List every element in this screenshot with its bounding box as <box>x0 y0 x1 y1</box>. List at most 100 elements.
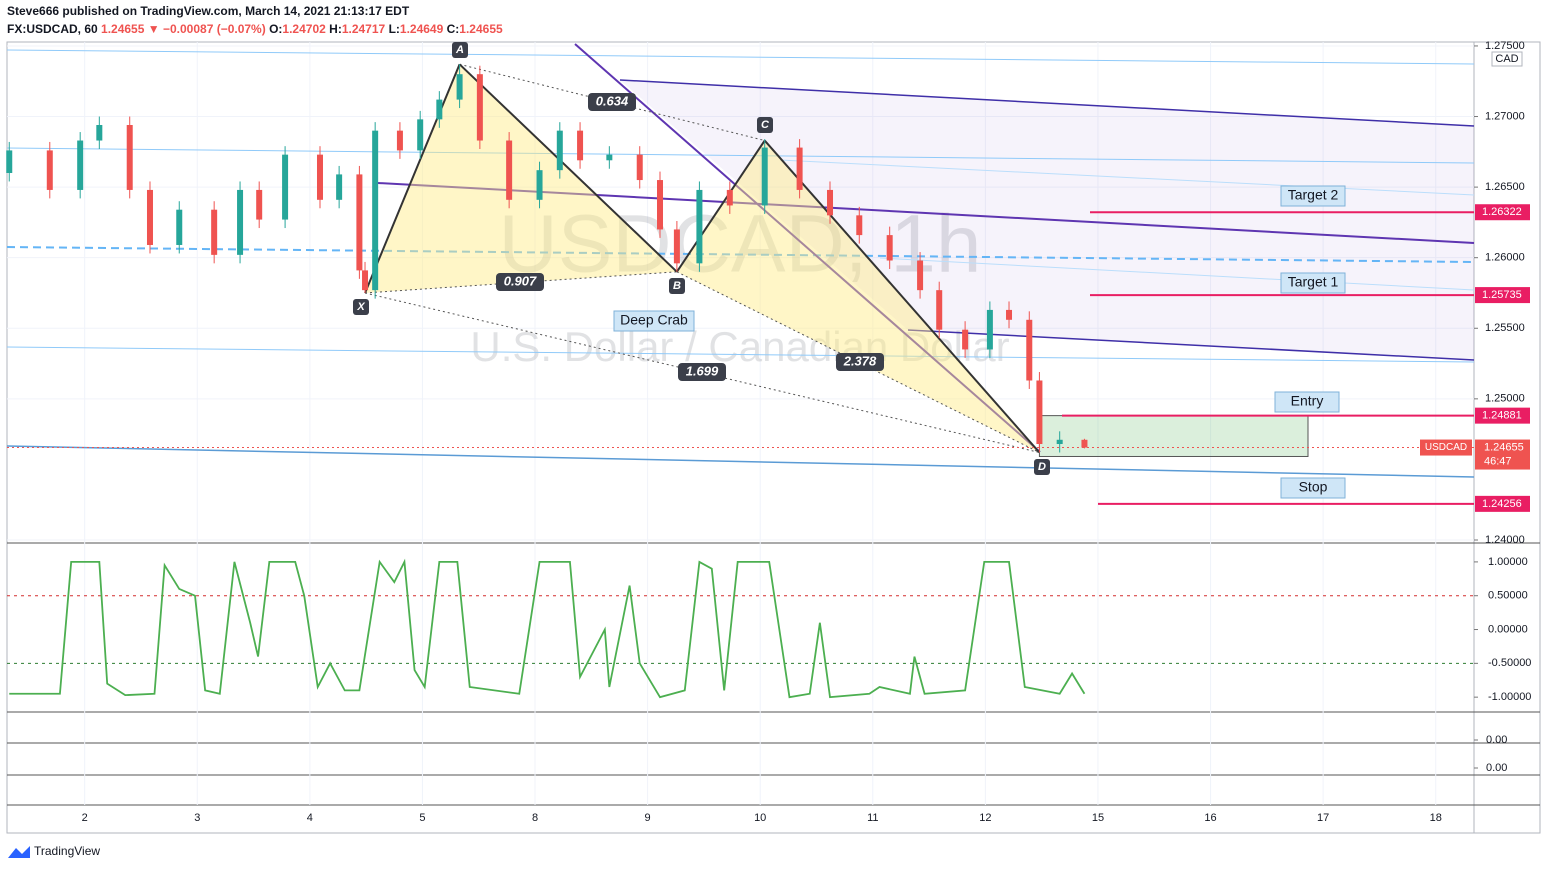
h-label: H: <box>329 22 342 36</box>
last-price-label: 1.24655 <box>1484 441 1524 453</box>
price-tag <box>1475 287 1530 304</box>
candle-body <box>356 174 363 271</box>
candle-body <box>1056 439 1063 445</box>
candle-body <box>917 260 924 291</box>
price-tag-label: 1.25735 <box>1482 289 1522 301</box>
trend-line <box>6 445 1475 478</box>
drawings <box>6 43 1475 478</box>
price-tag-label: 1.24256 <box>1482 498 1522 510</box>
pattern-name-box <box>613 310 695 332</box>
candle-body <box>696 189 703 264</box>
currency-box <box>1491 51 1523 67</box>
fork-line <box>619 79 1475 127</box>
x-tick-label: 5 <box>419 812 425 824</box>
x-tick-label: 2 <box>82 812 88 824</box>
candle-body <box>396 130 403 151</box>
publish-info: Steve666 published on TradingView.com, M… <box>7 4 410 18</box>
candle-body <box>96 125 103 141</box>
candle-body <box>316 154 323 200</box>
fork-line <box>377 182 1475 244</box>
pattern-fill <box>365 64 677 293</box>
point-label-box <box>669 278 685 294</box>
y-tick-label: 0.00 <box>1486 734 1507 746</box>
y-tick-label: 1.26500 <box>1485 181 1525 193</box>
dashed-line <box>6 246 1475 263</box>
candle-body <box>657 180 664 230</box>
x-tick-label: 3 <box>194 812 200 824</box>
candle-body <box>237 189 244 255</box>
l-label: L: <box>389 22 400 36</box>
fork-line <box>907 329 1475 361</box>
candle-body <box>726 189 733 206</box>
trend-line <box>6 49 1475 65</box>
last-symbol: USDCAD <box>1425 442 1467 453</box>
x-tick-label: 4 <box>307 812 313 824</box>
grid <box>7 42 1474 805</box>
level-label-box <box>1274 391 1340 413</box>
y-tick-label: 0.00 <box>1486 762 1507 774</box>
candle-body <box>256 189 263 220</box>
last-price-tag <box>1475 439 1530 470</box>
price-tag-label: 1.26322 <box>1482 206 1522 218</box>
candle-body <box>1081 439 1088 448</box>
trend-line <box>879 257 1475 291</box>
level-label: Entry <box>1291 393 1324 409</box>
candle-body <box>6 150 13 173</box>
candle-body <box>856 215 863 236</box>
candle-body <box>606 154 613 161</box>
candle-body <box>761 147 768 206</box>
candle-body <box>282 154 289 220</box>
oscillator-line <box>9 558 1086 699</box>
footer: TradingView <box>8 844 100 858</box>
x-tick-label: 10 <box>754 812 766 824</box>
trend-line <box>6 147 1475 164</box>
point-label-box <box>452 42 468 58</box>
x-tick-label: 15 <box>1092 812 1104 824</box>
entry-zone <box>1038 415 1309 457</box>
ratio-box <box>836 353 884 371</box>
y-tick-label: 0.00000 <box>1488 623 1528 635</box>
level-label-box <box>1280 185 1346 207</box>
o-label: O: <box>269 22 282 36</box>
candle-body <box>1036 380 1043 445</box>
price-tag-label: 1.24881 <box>1482 410 1522 422</box>
level-label: Target 2 <box>1288 187 1339 203</box>
countdown: 46:47 <box>1484 455 1512 467</box>
y-tick-label: -1.00000 <box>1488 691 1531 703</box>
candle-body <box>77 140 84 190</box>
candle-body <box>1006 309 1013 320</box>
c-label: C: <box>447 22 460 36</box>
price-tag <box>1475 407 1530 424</box>
ratio-box <box>496 273 544 291</box>
point-label: X <box>356 301 365 313</box>
candle-body <box>536 170 543 200</box>
pattern-leg <box>458 63 678 273</box>
y-tick-label: 1.27500 <box>1485 40 1525 52</box>
point-label: B <box>673 280 681 292</box>
ratio-box <box>588 93 636 111</box>
point-label: D <box>1038 461 1046 473</box>
ratio-box <box>678 363 726 381</box>
y-tick-label: 1.25500 <box>1485 322 1525 334</box>
candle-body <box>636 154 643 181</box>
point-label-box <box>757 117 773 133</box>
y-tick-label: 1.25000 <box>1485 393 1525 405</box>
ratio-label: 1.699 <box>686 363 719 378</box>
point-label-box <box>1034 459 1050 475</box>
x-tick-label: 17 <box>1317 812 1329 824</box>
l: 1.24649 <box>400 22 444 36</box>
layout <box>6 41 1541 834</box>
trend-line <box>6 346 1475 363</box>
candle-body <box>372 130 379 291</box>
pattern-leg <box>763 139 1041 454</box>
symbol: FX:USDCAD, 60 <box>7 22 98 36</box>
pattern-leg <box>676 139 766 273</box>
last: 1.24655 <box>101 22 145 36</box>
fork-line <box>574 43 1041 453</box>
level-label-box <box>1280 477 1346 499</box>
candle-body <box>986 309 993 350</box>
candle-body <box>146 189 153 245</box>
candle-body <box>211 209 218 255</box>
candle-body <box>962 329 969 350</box>
